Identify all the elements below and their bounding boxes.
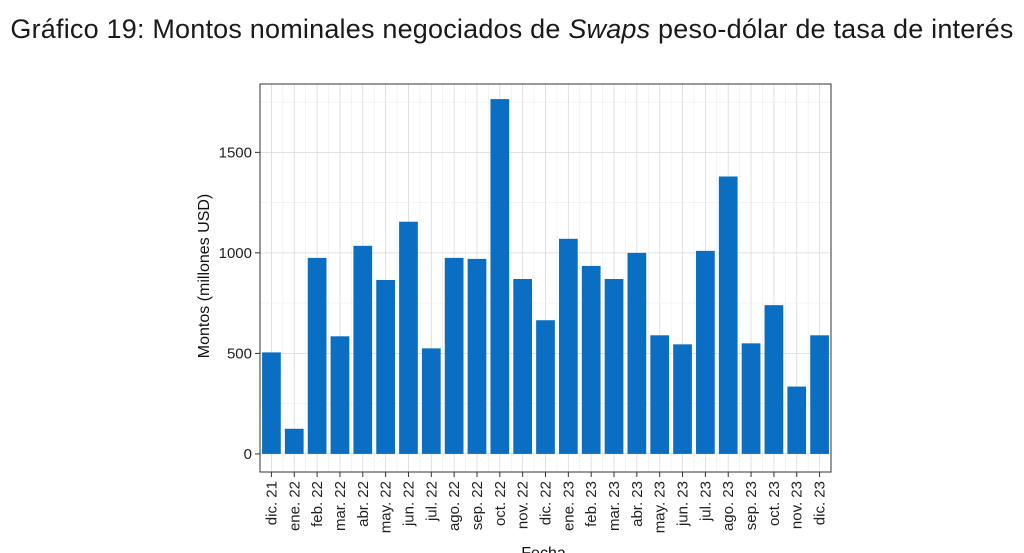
- x-tick-label: oct. 23: [766, 481, 783, 526]
- x-tick-label: jun. 22: [401, 481, 418, 527]
- y-tick-label: 1000: [219, 245, 252, 262]
- bar-jul-22: [421, 348, 441, 454]
- bars: [262, 99, 829, 454]
- x-tick-label: ago. 22: [446, 481, 463, 531]
- x-tick-label: nov. 22: [515, 481, 532, 529]
- x-tick-label: dic. 22: [538, 481, 555, 525]
- x-tick-label: ene. 23: [560, 481, 577, 531]
- y-tick-label: 0: [244, 446, 252, 463]
- bar-may-22: [376, 280, 395, 454]
- bar-jul-23: [696, 250, 715, 454]
- x-axis: dic. 21 ene. 22 feb. 22 mar. 22 abr. 22 may. …: [263, 472, 829, 533]
- bar-feb-22: [307, 257, 327, 454]
- x-tick-label: ago. 23: [720, 481, 737, 531]
- bar-nov-22: [513, 279, 533, 454]
- x-tick-label: sep. 23: [743, 481, 760, 530]
- x-tick-label: feb. 22: [309, 481, 326, 527]
- bar-jun-22: [399, 221, 418, 454]
- x-tick-label: sep. 22: [469, 481, 486, 530]
- x-tick-label: oct. 22: [492, 481, 509, 526]
- x-axis-label: Fecha: [521, 545, 566, 553]
- bar-mar-23: [604, 279, 624, 454]
- bar-dic-23: [810, 335, 829, 454]
- bar-ene-22: [284, 428, 304, 454]
- bar-sep-23: [741, 343, 761, 454]
- bar-nov-23: [787, 386, 807, 454]
- bar-abr-22: [353, 245, 373, 454]
- x-tick-label: may. 23: [652, 481, 669, 533]
- x-tick-label: jun. 23: [675, 481, 692, 527]
- chart-title: Gráfico 19: Montos nominales negociados …: [10, 14, 1014, 44]
- x-tick-label: may. 22: [378, 481, 395, 533]
- bar-feb-23: [581, 265, 601, 454]
- x-tick-label: jul. 22: [423, 481, 440, 522]
- x-tick-label: mar. 23: [606, 481, 623, 531]
- y-axis: 0 500 1000 1500: [219, 144, 260, 463]
- plot-frame: [259, 83, 832, 473]
- bar-ene-23: [558, 238, 578, 454]
- bar-ago-22: [444, 257, 464, 454]
- bar-jun-23: [673, 344, 692, 454]
- x-tick-label: mar. 22: [332, 481, 349, 531]
- bar-mar-22: [330, 336, 350, 454]
- bar-oct-22: [490, 99, 510, 454]
- x-tick-label: dic. 23: [812, 481, 829, 525]
- bar-sep-22: [467, 258, 487, 454]
- x-tick-label: jul. 23: [697, 481, 714, 522]
- bar-dic-22: [536, 320, 555, 454]
- x-tick-label: abr. 22: [355, 481, 372, 527]
- y-tick-label: 500: [227, 345, 252, 362]
- bar-ago-23: [718, 176, 738, 454]
- x-tick-label: abr. 23: [629, 481, 646, 527]
- x-tick-label: ene. 22: [286, 481, 303, 531]
- x-tick-label: feb. 23: [583, 481, 600, 527]
- y-tick-label: 1500: [219, 144, 252, 161]
- bar-abr-23: [627, 252, 647, 454]
- y-axis-label: Montos (millones USD): [196, 194, 213, 358]
- bar-dic-21: [262, 352, 281, 454]
- x-tick-label: nov. 23: [789, 481, 806, 529]
- bar-oct-23: [764, 305, 784, 454]
- bar-may-23: [650, 335, 670, 454]
- x-tick-label: dic. 21: [263, 481, 280, 525]
